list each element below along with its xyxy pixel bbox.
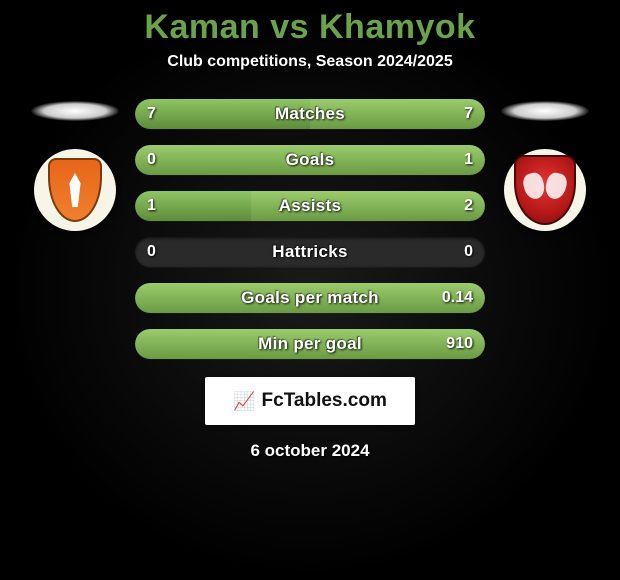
page-subtitle: Club competitions, Season 2024/2025 [167, 53, 452, 71]
comparison-card: Kaman vs Khamyok Club competitions, Seas… [0, 0, 620, 461]
watermark: 📈 FcTables.com [205, 377, 415, 425]
watermark-text: FcTables.com [262, 390, 387, 412]
emblem-icon [68, 173, 82, 207]
stat-label: Matches [135, 99, 485, 129]
stat-bar: 0Hattricks0 [135, 237, 485, 267]
chart-icon: 📈 [233, 391, 255, 412]
stat-bar: Min per goal910 [135, 329, 485, 359]
shield-icon [514, 155, 576, 225]
right-team-column [495, 99, 595, 231]
page-title: Kaman vs Khamyok [144, 8, 475, 47]
stat-value-right: 0.14 [442, 283, 473, 313]
halo-decoration [31, 101, 119, 121]
left-team-column [25, 99, 125, 231]
right-team-crest [504, 149, 586, 231]
stat-value-right: 1 [464, 145, 473, 175]
shield-icon [48, 158, 102, 222]
stat-bar: 0Goals1 [135, 145, 485, 175]
stat-bar: 7Matches7 [135, 99, 485, 129]
stat-bar: Goals per match0.14 [135, 283, 485, 313]
stat-value-right: 910 [446, 329, 473, 359]
stat-label: Assists [135, 191, 485, 221]
stat-label: Min per goal [135, 329, 485, 359]
left-team-crest [34, 149, 116, 231]
stat-bar: 1Assists2 [135, 191, 485, 221]
stat-label: Hattricks [135, 237, 485, 267]
stat-bars: 7Matches70Goals11Assists20Hattricks0Goal… [135, 99, 485, 359]
stat-value-right: 7 [464, 99, 473, 129]
halo-decoration [501, 101, 589, 121]
date-label: 6 october 2024 [250, 441, 369, 461]
stat-value-right: 2 [464, 191, 473, 221]
stat-value-right: 0 [464, 237, 473, 267]
stat-label: Goals per match [135, 283, 485, 313]
main-area: 7Matches70Goals11Assists20Hattricks0Goal… [0, 99, 620, 359]
stat-label: Goals [135, 145, 485, 175]
